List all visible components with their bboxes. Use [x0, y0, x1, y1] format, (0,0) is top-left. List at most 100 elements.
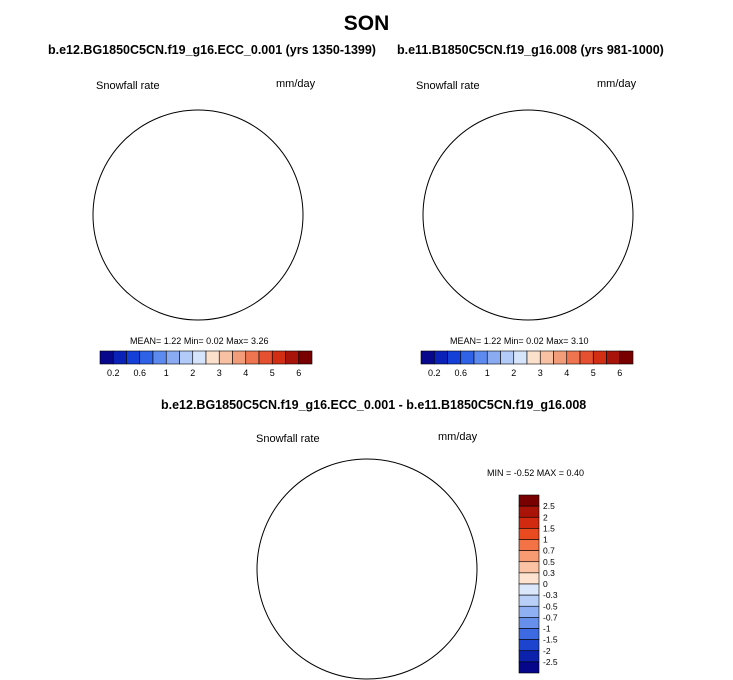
- panel1-map: [92, 109, 318, 335]
- colorbar-swatch: [447, 350, 462, 365]
- panel1-title: b.e12.BG1850C5CN.f19_g16.ECC_0.001 (yrs …: [48, 43, 376, 57]
- colorbar-swatch: [518, 505, 540, 518]
- colorbar-tick-label: 0: [543, 579, 548, 589]
- panel3-minmax: MIN = -0.52 MAX = 0.40: [487, 468, 585, 478]
- panel3-colorbar: 2.521.5 10.70.50.30-0.3-0.5-0.7 -1-1.5-2-2…: [518, 494, 558, 674]
- colorbar-swatch: [152, 350, 167, 365]
- panel2-stats: MEAN= 1.22 Min= 0.02 Max= 3.10: [450, 336, 588, 346]
- max-label: Max=: [546, 336, 569, 346]
- colorbar-swatch: [518, 639, 540, 652]
- colorbar-tick-label: 3: [538, 368, 543, 378]
- colorbar-tick-label: -0.3: [543, 590, 558, 600]
- colorbar-swatch: [553, 350, 568, 365]
- colorbar-tick-label: -2: [543, 646, 551, 656]
- mean-label: MEAN=: [450, 336, 482, 346]
- panel2-colorbar: 0.2 0.6 1 2 3 4 5 6: [420, 350, 634, 378]
- colorbar-swatch: [165, 350, 180, 365]
- colorbar-tick-label: 0.2: [428, 368, 441, 378]
- colorbar-tick-label: 0.2: [107, 368, 120, 378]
- panel2-map: [422, 109, 634, 321]
- max-value: 3.10: [570, 336, 589, 346]
- colorbar-swatch: [486, 350, 501, 365]
- colorbar-tick-label: 1: [543, 535, 548, 545]
- colorbar-tick-label: 0.7: [543, 546, 555, 556]
- colorbar-swatch: [433, 350, 448, 365]
- colorbar-tick-label: 4: [243, 368, 248, 378]
- colorbar-tick-label: 5: [591, 368, 596, 378]
- colorbar-swatch: [179, 350, 194, 365]
- colorbar-tick-label: 4: [564, 368, 569, 378]
- colorbar-tick-label: -1.5: [543, 635, 558, 645]
- mean-value: 1.22: [483, 336, 502, 346]
- colorbar-swatch: [518, 550, 540, 563]
- panel1-colorbar: 0.2 0.6 1 2 3 4 5 6: [99, 350, 313, 378]
- colorbar-tick-label: 0.3: [543, 568, 555, 578]
- colorbar-swatch: [126, 350, 141, 365]
- colorbar-swatch: [218, 350, 233, 365]
- colorbar-swatch: [526, 350, 541, 365]
- panel2-units-label: mm/day: [597, 78, 637, 90]
- colorbar-swatch: [518, 605, 540, 618]
- panel3-title: b.e12.BG1850C5CN.f19_g16.ECC_0.001 - b.e…: [161, 398, 587, 412]
- min-value: 0.02: [206, 336, 224, 346]
- colorbar-swatch: [245, 350, 260, 365]
- colorbar-swatch: [619, 350, 634, 365]
- colorbar-swatch: [205, 350, 220, 365]
- colorbar-swatch: [112, 350, 127, 365]
- min-value: 0.02: [526, 336, 544, 346]
- colorbar-swatch: [518, 539, 540, 551]
- colorbar-swatch: [518, 572, 540, 585]
- min-label: Min=: [503, 336, 524, 346]
- colorbar-swatch: [518, 650, 540, 663]
- colorbar-swatch: [139, 350, 154, 365]
- panel3-variable-label: Snowfall rate: [256, 433, 320, 445]
- colorbar-swatch: [500, 350, 515, 365]
- panel1-stats: MEAN= 1.22 Min= 0.02 Max= 3.26: [130, 336, 268, 346]
- colorbar-swatch: [518, 516, 540, 529]
- colorbar-tick-label: 2: [511, 368, 516, 378]
- colorbar-tick-label: 0.5: [543, 557, 555, 567]
- colorbar-tick-label: -1: [543, 624, 551, 634]
- panel2-title: b.e11.B1850C5CN.f19_g16.008 (yrs 981-100…: [397, 43, 664, 57]
- colorbar-tick-label: 0.6: [133, 368, 146, 378]
- colorbar-swatch: [298, 350, 313, 365]
- figure-title: SON: [343, 12, 390, 35]
- colorbar-swatch: [606, 350, 621, 365]
- colorbar-swatch: [232, 350, 247, 365]
- colorbar-swatch: [99, 350, 114, 365]
- colorbar-swatch: [513, 350, 528, 365]
- mean-value: 1.22: [163, 336, 182, 346]
- colorbar-tick-label: -2.5: [543, 657, 558, 667]
- panel3-map: [256, 458, 478, 680]
- colorbar-swatch: [473, 350, 488, 365]
- colorbar-swatch: [518, 617, 540, 629]
- colorbar-tick-label: 2: [543, 512, 548, 522]
- max-label: Max=: [226, 336, 249, 346]
- colorbar-swatch: [566, 350, 581, 365]
- colorbar-tick-label: -0.7: [543, 612, 558, 622]
- colorbar-swatch: [420, 350, 435, 365]
- min-label: Min=: [183, 336, 204, 346]
- colorbar-swatch: [518, 661, 540, 674]
- colorbar-tick-label: 1.5: [543, 523, 555, 533]
- colorbar-swatch: [285, 350, 300, 365]
- panel1-variable-label: Snowfall rate: [96, 80, 160, 92]
- colorbar-swatch: [460, 350, 475, 365]
- colorbar-tick-label: 6: [296, 368, 301, 378]
- colorbar-tick-label: -0.5: [543, 601, 558, 611]
- panel3-units-label: mm/day: [438, 431, 478, 443]
- colorbar-swatch: [192, 350, 207, 365]
- colorbar-swatch: [518, 583, 540, 596]
- mean-label: MEAN=: [130, 336, 162, 346]
- colorbar-tick-label: 2.5: [543, 501, 555, 511]
- colorbar-swatch: [518, 628, 540, 640]
- max-value: 3.26: [250, 336, 269, 346]
- colorbar-tick-label: 1: [485, 368, 490, 378]
- panel2-variable-label: Snowfall rate: [416, 80, 480, 92]
- colorbar-swatch: [518, 494, 540, 507]
- colorbar-tick-label: 6: [617, 368, 622, 378]
- colorbar-swatch: [518, 561, 540, 574]
- colorbar-swatch: [539, 350, 554, 365]
- colorbar-tick-label: 2: [190, 368, 195, 378]
